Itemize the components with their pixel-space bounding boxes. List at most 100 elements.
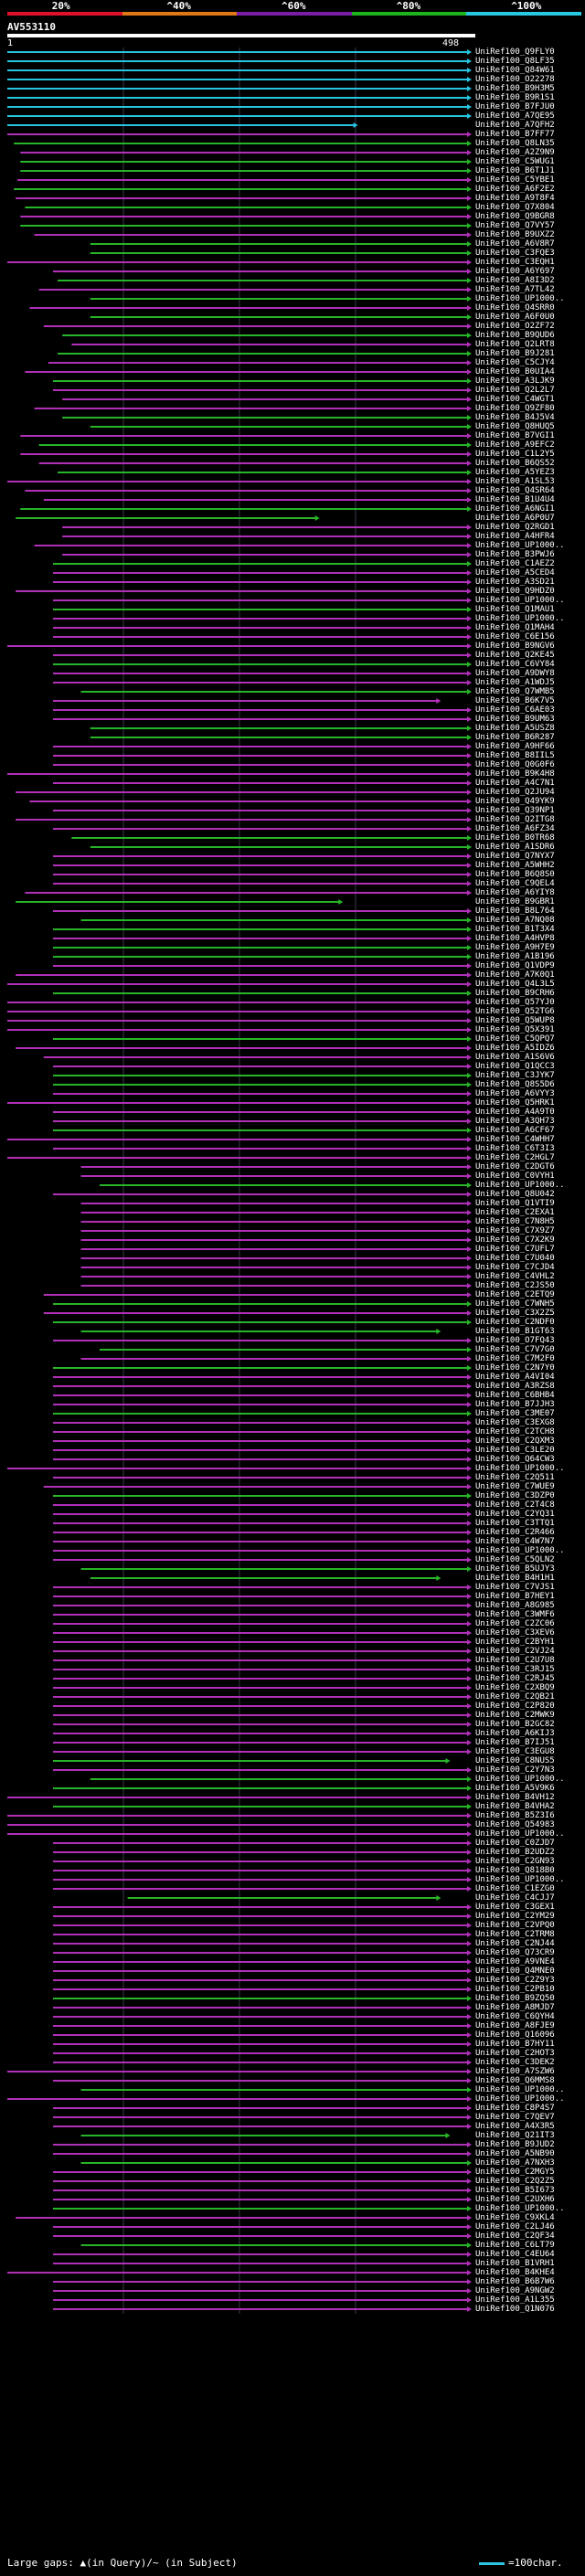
hit-label[interactable]: UniRef100_A1SL53 bbox=[475, 477, 555, 486]
hit-label[interactable]: UniRef100_C5CJY4 bbox=[475, 358, 555, 367]
hit-label[interactable]: UniRef100_C6E156 bbox=[475, 632, 555, 641]
hit-label[interactable]: UniRef100_B3PWJ6 bbox=[475, 550, 555, 559]
hit-label[interactable]: UniRef100_A9HF66 bbox=[475, 742, 555, 751]
hit-label[interactable]: UniRef100_C2QXM3 bbox=[475, 1436, 555, 1446]
hit-label[interactable]: UniRef100_B2UDZ2 bbox=[475, 1848, 555, 1857]
hit-label[interactable]: UniRef100_C2ZC06 bbox=[475, 1619, 555, 1628]
hit-label[interactable]: UniRef100_Q2L2L7 bbox=[475, 386, 555, 395]
hit-label[interactable]: UniRef100_B9J281 bbox=[475, 349, 555, 358]
hit-label[interactable]: UniRef100_Q7VY57 bbox=[475, 221, 555, 230]
hit-label[interactable]: UniRef100_Q49YK9 bbox=[475, 797, 555, 806]
hit-label[interactable]: UniRef100_C2TRM8 bbox=[475, 1930, 555, 1939]
hit-label[interactable]: UniRef100_Q9ZF80 bbox=[475, 404, 555, 413]
hit-label[interactable]: UniRef100_B8IIL5 bbox=[475, 751, 555, 760]
hit-label[interactable]: UniRef100_A7TL42 bbox=[475, 285, 555, 294]
hit-label[interactable]: UniRef100_C3ME07 bbox=[475, 1409, 555, 1418]
hit-label[interactable]: UniRef100_C3EXG8 bbox=[475, 1418, 555, 1427]
hit-label[interactable]: UniRef100_Q5X391 bbox=[475, 1025, 555, 1034]
hit-label[interactable]: UniRef100_C6VY84 bbox=[475, 660, 555, 669]
hit-label[interactable]: UniRef100_C3EQH1 bbox=[475, 258, 555, 267]
hit-label[interactable]: UniRef100_C7CJD4 bbox=[475, 1263, 555, 1272]
hit-label[interactable]: UniRef100_C2R466 bbox=[475, 1528, 555, 1537]
hit-label[interactable]: UniRef100_C2MGY5 bbox=[475, 2168, 555, 2177]
hit-label[interactable]: UniRef100_A2Z9N9 bbox=[475, 148, 555, 157]
hit-label[interactable]: UniRef100_B9JUD2 bbox=[475, 2140, 555, 2149]
hit-label[interactable]: UniRef100_Q8HUQ5 bbox=[475, 422, 555, 431]
hit-label[interactable]: UniRef100_C3LE20 bbox=[475, 1446, 555, 1455]
hit-label[interactable]: UniRef100_C2VPQ0 bbox=[475, 1921, 555, 1930]
hit-label[interactable]: UniRef100_A8G985 bbox=[475, 1601, 555, 1610]
hit-label[interactable]: UniRef100_C2YM29 bbox=[475, 1912, 555, 1921]
hit-label[interactable]: UniRef100_A5WHH2 bbox=[475, 861, 555, 870]
hit-label[interactable]: UniRef100_O22278 bbox=[475, 75, 555, 84]
hit-label[interactable]: UniRef100_O2ZF72 bbox=[475, 322, 555, 331]
hit-label[interactable]: UniRef100_Q4SR64 bbox=[475, 486, 555, 495]
hit-label[interactable]: UniRef100_C2JS50 bbox=[475, 1281, 555, 1290]
hit-label[interactable]: UniRef100_A1WDJ5 bbox=[475, 678, 555, 687]
hit-label[interactable]: UniRef100_B9K4H8 bbox=[475, 769, 555, 779]
hit-label[interactable]: UniRef100_C5YBE1 bbox=[475, 175, 555, 185]
hit-label[interactable]: UniRef100_C2Z9Y3 bbox=[475, 1976, 555, 1985]
hit-label[interactable]: UniRef100_C2U7U8 bbox=[475, 1656, 555, 1665]
hit-label[interactable]: UniRef100_A3LJK9 bbox=[475, 376, 555, 386]
hit-label[interactable]: UniRef100_A5NB90 bbox=[475, 2149, 555, 2158]
hit-label[interactable]: UniRef100_B7FJU0 bbox=[475, 102, 555, 111]
hit-label[interactable]: UniRef100_UP1000.. bbox=[475, 2094, 565, 2104]
hit-label[interactable]: UniRef100_B2GC82 bbox=[475, 1720, 555, 1729]
hit-label[interactable]: UniRef100_Q2KE45 bbox=[475, 651, 555, 660]
hit-label[interactable]: UniRef100_B6K7V5 bbox=[475, 696, 555, 705]
hit-label[interactable]: UniRef100_Q1VTI9 bbox=[475, 1199, 555, 1208]
hit-label[interactable]: UniRef100_A6YIY8 bbox=[475, 888, 555, 897]
hit-label[interactable]: UniRef100_B1U4U4 bbox=[475, 495, 555, 504]
hit-label[interactable]: UniRef100_B9ZQ50 bbox=[475, 1994, 555, 2003]
hit-label[interactable]: UniRef100_C7V7G0 bbox=[475, 1345, 555, 1354]
hit-label[interactable]: UniRef100_Q21IT3 bbox=[475, 2131, 555, 2140]
hit-label[interactable]: UniRef100_A5USZ8 bbox=[475, 724, 555, 733]
hit-label[interactable]: UniRef100_A6KIJ3 bbox=[475, 1729, 555, 1738]
hit-label[interactable]: UniRef100_C4CJJ7 bbox=[475, 1893, 555, 1903]
hit-label[interactable]: UniRef100_C7X9Z7 bbox=[475, 1226, 555, 1235]
hit-label[interactable]: UniRef100_Q2RGD1 bbox=[475, 523, 555, 532]
hit-label[interactable]: UniRef100_C2HOT3 bbox=[475, 2049, 555, 2058]
hit-label[interactable]: UniRef100_Q1MAU1 bbox=[475, 605, 555, 614]
hit-label[interactable]: UniRef100_C8P4S7 bbox=[475, 2104, 555, 2113]
hit-label[interactable]: UniRef100_A4HFR4 bbox=[475, 532, 555, 541]
hit-label[interactable]: UniRef100_C3DZP0 bbox=[475, 1491, 555, 1500]
hit-label[interactable]: UniRef100_B1GT63 bbox=[475, 1327, 555, 1336]
hit-label[interactable]: UniRef100_UP1000.. bbox=[475, 1875, 565, 1884]
hit-label[interactable]: UniRef100_C3JYK7 bbox=[475, 1071, 555, 1080]
hit-label[interactable]: UniRef100_Q9HDZ0 bbox=[475, 587, 555, 596]
hit-label[interactable]: UniRef100_C7N8H5 bbox=[475, 1217, 555, 1226]
hit-label[interactable]: UniRef100_A1L355 bbox=[475, 2295, 555, 2305]
hit-label[interactable]: UniRef100_A4A9T0 bbox=[475, 1108, 555, 1117]
hit-label[interactable]: UniRef100_Q73CR9 bbox=[475, 1948, 555, 1957]
hit-label[interactable]: UniRef100_A4X3R5 bbox=[475, 2122, 555, 2131]
hit-label[interactable]: UniRef100_Q7WMB5 bbox=[475, 687, 555, 696]
hit-label[interactable]: UniRef100_A9H7E9 bbox=[475, 943, 555, 952]
hit-label[interactable]: UniRef100_C7X2K9 bbox=[475, 1235, 555, 1245]
hit-label[interactable]: UniRef100_Q4MNE0 bbox=[475, 1966, 555, 1976]
hit-label[interactable]: UniRef100_A1B196 bbox=[475, 952, 555, 961]
hit-label[interactable]: UniRef100_A8I3D2 bbox=[475, 276, 555, 285]
hit-label[interactable]: UniRef100_B6QS52 bbox=[475, 459, 555, 468]
hit-label[interactable]: UniRef100_C2T4C8 bbox=[475, 1500, 555, 1510]
hit-label[interactable]: UniRef100_Q7X804 bbox=[475, 203, 555, 212]
hit-label[interactable]: UniRef100_C2PB10 bbox=[475, 1985, 555, 1994]
hit-label[interactable]: UniRef100_C3X2Z5 bbox=[475, 1309, 555, 1318]
hit-label[interactable]: UniRef100_A4HVP8 bbox=[475, 934, 555, 943]
hit-label[interactable]: UniRef100_A5CED4 bbox=[475, 568, 555, 578]
hit-label[interactable]: UniRef100_A8MJD7 bbox=[475, 2003, 555, 2012]
hit-label[interactable]: UniRef100_C6T3I3 bbox=[475, 1144, 555, 1153]
hit-label[interactable]: UniRef100_Q84W61 bbox=[475, 66, 555, 75]
hit-label[interactable]: UniRef100_Q1QCC3 bbox=[475, 1062, 555, 1071]
hit-label[interactable]: UniRef100_B6B7W6 bbox=[475, 2277, 555, 2286]
hit-label[interactable]: UniRef100_B7HEY1 bbox=[475, 1592, 555, 1601]
hit-label[interactable]: UniRef100_Q4SRR0 bbox=[475, 303, 555, 313]
hit-label[interactable]: UniRef100_O7FQ43 bbox=[475, 1336, 555, 1345]
hit-label[interactable]: UniRef100_A3SD21 bbox=[475, 578, 555, 587]
hit-label[interactable]: UniRef100_C2Q511 bbox=[475, 1473, 555, 1482]
hit-label[interactable]: UniRef100_UP1000.. bbox=[475, 614, 565, 623]
hit-label[interactable]: UniRef100_Q8LF35 bbox=[475, 57, 555, 66]
hit-label[interactable]: UniRef100_C2LJ46 bbox=[475, 2222, 555, 2231]
hit-label[interactable]: UniRef100_C1AEZ2 bbox=[475, 559, 555, 568]
